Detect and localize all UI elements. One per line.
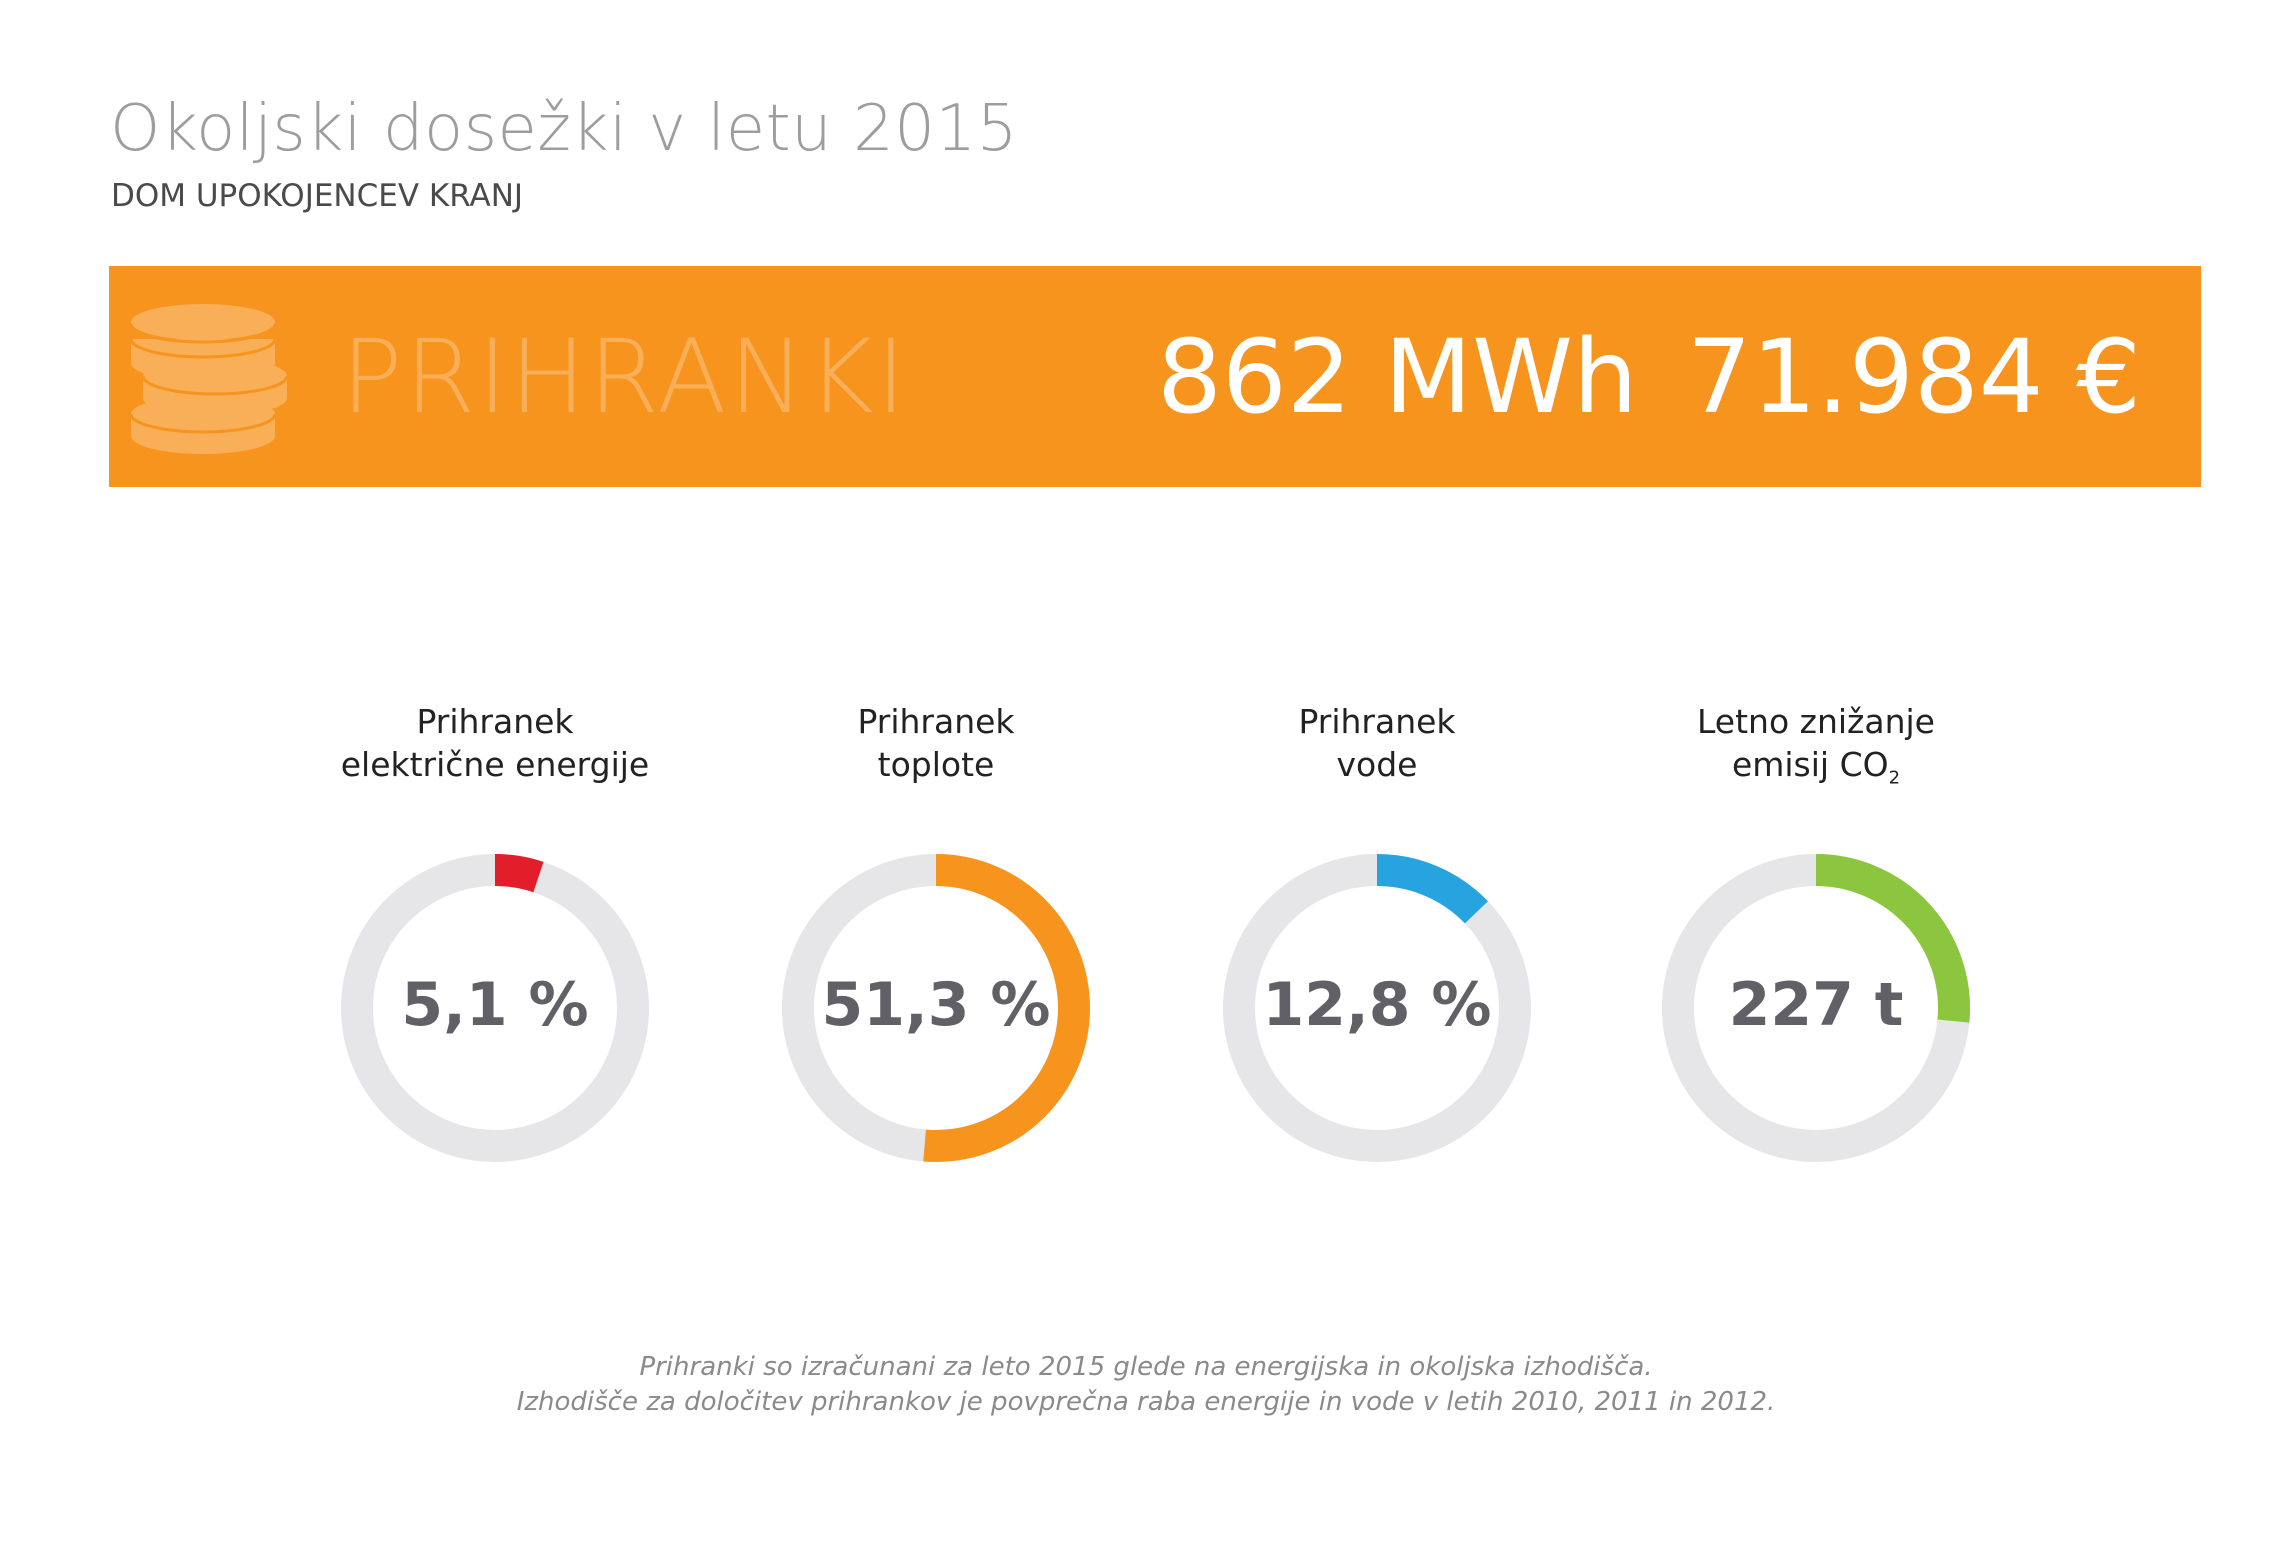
page-title: Okoljski dosežki v letu 2015 — [110, 92, 1018, 166]
footnote: Prihranki so izračunani za leto 2015 gle… — [0, 1350, 2292, 1420]
metric-water: Prihranek vode 12,8 % — [1167, 700, 1587, 1168]
energy-savings-value: 862 MWh — [1157, 318, 1638, 437]
donut-value: 51,3 % — [821, 970, 1051, 1040]
donut-value: 227 t — [1728, 970, 1904, 1040]
donut-arc — [1662, 854, 1970, 1162]
metric-label: Letno znižanje emisij CO2 — [1697, 702, 1935, 789]
metric-heat: Prihranek toplote 51,3 % — [726, 700, 1146, 1168]
metric-label: Prihranek vode — [1298, 702, 1456, 784]
money-savings-value: 71.984 € — [1686, 318, 2141, 437]
metric-electricity: Prihranek električne energije 5,1 % — [285, 700, 705, 1168]
donut-value: 12,8 % — [1262, 970, 1492, 1040]
donut-arc — [782, 854, 1090, 1162]
donut-chart: 51,3 % — [776, 848, 1096, 1168]
donut-value: 5,1 % — [401, 970, 589, 1040]
metric-label: Prihranek toplote — [857, 702, 1015, 784]
metric-label: Prihranek električne energije — [340, 702, 650, 784]
donut-arc — [341, 854, 649, 1162]
coins-icon — [129, 304, 289, 454]
savings-banner: PRIHRANKI 862 MWh 71.984 € — [109, 266, 2201, 487]
footnote-line: Izhodišče za določitev prihrankov je pov… — [516, 1387, 1776, 1417]
metric-co2: Letno znižanje emisij CO2 227 t — [1606, 700, 2026, 1168]
donut-chart: 227 t — [1656, 848, 1976, 1168]
footnote-line: Prihranki so izračunani za leto 2015 gle… — [639, 1352, 1653, 1382]
banner-label: PRIHRANKI — [341, 318, 908, 437]
donut-arc — [1223, 854, 1531, 1162]
page-subtitle: DOM UPOKOJENCEV KRANJ — [111, 178, 524, 214]
donut-chart: 5,1 % — [335, 848, 655, 1168]
donut-chart: 12,8 % — [1217, 848, 1537, 1168]
